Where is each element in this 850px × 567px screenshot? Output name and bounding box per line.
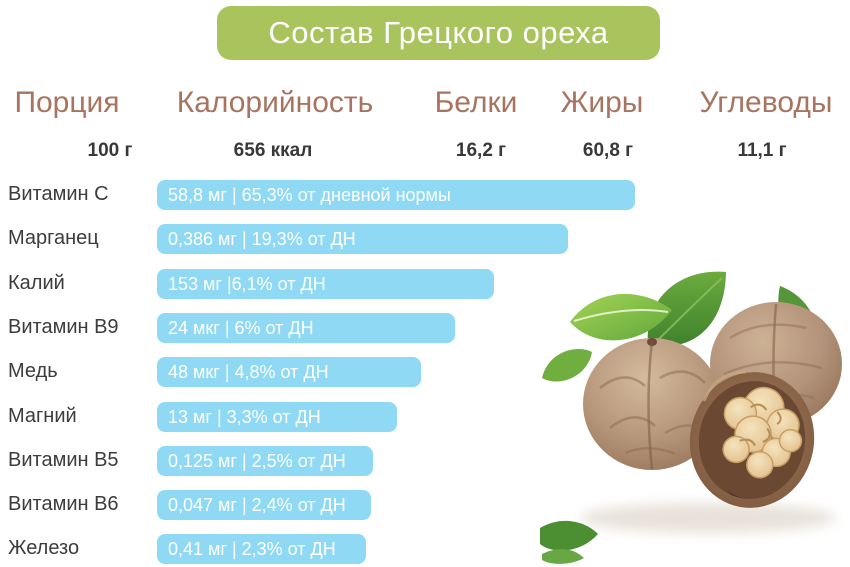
nutrient-bar: 153 мг |6,1% от ДН [157, 269, 494, 299]
nutrient-label: Железо [8, 537, 80, 559]
nutrient-label: Медь [8, 360, 58, 382]
nutrient-label: Витамин B9 [8, 316, 119, 338]
macro-value: 60,8 г [582, 140, 634, 161]
macro-header: Жиры [560, 86, 644, 119]
macro-value: 656 ккал [233, 140, 313, 161]
nutrient-label: Калий [8, 272, 65, 294]
macro-header: Углеводы [699, 86, 833, 119]
walnut-leaves-left [540, 349, 598, 564]
nutrient-bar: 48 мкг | 4,8% от ДН [157, 357, 421, 387]
nutrient-bar: 24 мкг | 6% от ДН [157, 313, 455, 343]
macro-header: Порция [14, 86, 120, 119]
nutrient-bar: 0,386 мг | 19,3% от ДН [157, 224, 568, 254]
nutrient-bar: 13 мг | 3,3% от ДН [157, 402, 397, 432]
walnut-half-shell [689, 370, 815, 508]
macro-header: Калорийность [176, 86, 374, 119]
macro-value: 16,2 г [455, 140, 507, 161]
nutrient-label: Витамин B6 [8, 493, 119, 515]
nutrient-label: Витамин C [8, 183, 109, 205]
walnut-whole-left [583, 338, 721, 470]
title-banner: Состав Грецкого ореха [217, 6, 660, 60]
macro-header: Белки [434, 86, 518, 119]
nutrient-bar: 0,41 мг | 2,3% от ДН [157, 534, 366, 564]
macro-value: 11,1 г [737, 140, 787, 161]
walnut-shadow [580, 503, 836, 533]
nutrient-bar: 0,047 мг | 2,4% от ДН [157, 490, 371, 520]
nutrient-label: Марганец [8, 227, 99, 249]
macro-value: 100 г [87, 140, 133, 161]
page-title: Состав Грецкого ореха [268, 15, 609, 50]
walnuts-image [540, 271, 842, 564]
nutrient-label: Витамин B5 [8, 449, 119, 471]
nutrient-bar: 58,8 мг | 65,3% от дневной нормы [157, 180, 635, 210]
nutrient-bar: 0,125 мг | 2,5% от ДН [157, 446, 373, 476]
nutrient-label: Магний [8, 405, 77, 427]
